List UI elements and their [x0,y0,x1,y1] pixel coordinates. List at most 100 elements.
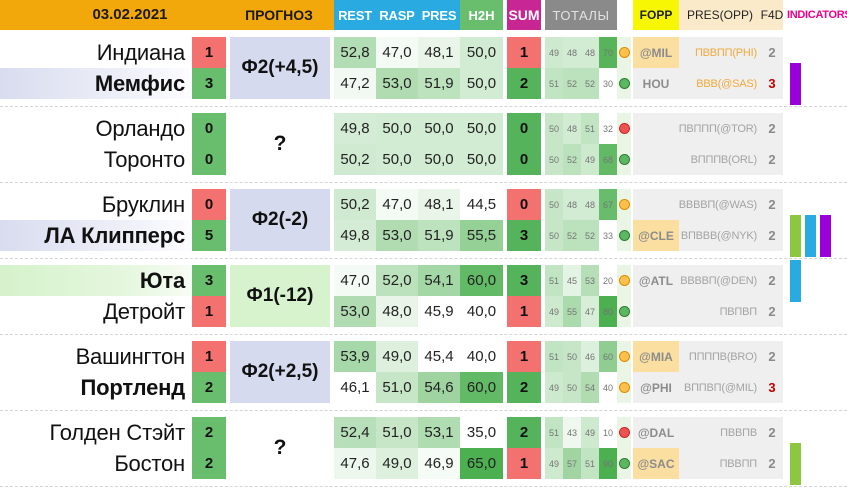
stat-cell-pres[interactable]: 45,4 [418,341,460,372]
sum-cell[interactable]: 3 [507,265,541,296]
stat-cell-pres[interactable]: 53,1 [418,417,460,448]
totals-cell[interactable]: 49 [581,144,599,175]
presopp-cell[interactable]: ВПППВ(ORL) [679,144,761,175]
stat-cell-pres[interactable]: 51,9 [418,220,460,251]
stat-cell-h2h[interactable]: 44,5 [460,189,503,220]
forecast-cell[interactable]: Ф1(-12) [230,265,330,327]
team-name-cell[interactable]: Мемфис [0,68,192,99]
presopp-cell[interactable]: ПВВПП [679,448,761,479]
sum-cell[interactable]: 2 [507,417,541,448]
totals-cell[interactable]: 49 [545,448,563,479]
stat-cell-rest[interactable]: 53,0 [334,296,376,327]
fopp-cell[interactable]: @CLE [633,220,679,251]
stat-cell-rasp[interactable]: 50,0 [376,144,418,175]
sum-cell[interactable]: 1 [507,296,541,327]
forecast-cell[interactable]: Ф2(+4,5) [230,37,330,99]
score-badge[interactable]: 5 [192,220,226,251]
totals-cell[interactable]: 48 [581,37,599,68]
totals-cell[interactable]: 48 [563,189,581,220]
team-name-cell[interactable]: Вашингтон [75,343,186,369]
totals-cell[interactable]: 53 [581,265,599,296]
totals-cell[interactable]: 48 [563,37,581,68]
team-name-cell[interactable]: Детройт [103,298,185,324]
stat-cell-pres[interactable]: 50,0 [418,144,460,175]
stat-cell-h2h[interactable]: 50,0 [460,68,503,99]
totals-cell[interactable]: 52 [581,220,599,251]
stat-cell-h2h[interactable]: 50,0 [460,113,503,144]
sum-cell[interactable]: 0 [507,113,541,144]
stat-cell-rasp[interactable]: 47,0 [376,37,418,68]
stat-cell-h2h[interactable]: 40,0 [460,296,503,327]
score-badge[interactable]: 2 [192,448,226,479]
totals-cell[interactable]: 30 [599,68,617,99]
sum-cell[interactable]: 2 [507,372,541,403]
stat-cell-rest[interactable]: 47,2 [334,68,376,99]
score-badge[interactable]: 1 [192,37,226,68]
presopp-cell[interactable]: ВПВВВ(@NYK) [679,220,761,251]
totals-cell[interactable]: 50 [545,220,563,251]
totals-cell[interactable]: 55 [563,296,581,327]
totals-cell[interactable]: 50 [545,113,563,144]
score-badge[interactable]: 3 [192,265,226,296]
stat-cell-rest[interactable]: 49,8 [334,113,376,144]
fopp-cell[interactable]: @ATL [633,265,679,296]
totals-cell[interactable]: 51 [581,113,599,144]
totals-cell[interactable]: 90 [599,448,617,479]
sum-cell[interactable]: 1 [507,448,541,479]
totals-cell[interactable]: 48 [563,113,581,144]
f4d-cell[interactable]: 2 [761,113,783,144]
totals-cell[interactable]: 51 [545,341,563,372]
stat-cell-rest[interactable]: 53,9 [334,341,376,372]
stat-cell-rasp[interactable]: 53,0 [376,68,418,99]
totals-cell[interactable]: 49 [581,417,599,448]
presopp-cell[interactable]: ВВВВП(@WAS) [679,189,761,220]
totals-cell[interactable]: 46 [581,341,599,372]
score-badge[interactable]: 2 [192,417,226,448]
f4d-cell[interactable]: 2 [761,296,783,327]
team-name-cell[interactable]: Индиана [96,39,186,65]
forecast-cell[interactable]: ? [230,113,330,175]
totals-cell[interactable]: 70 [599,37,617,68]
stat-cell-rasp[interactable]: 49,0 [376,448,418,479]
team-name-cell[interactable]: Портленд [80,374,186,400]
totals-cell[interactable]: 54 [581,372,599,403]
score-badge[interactable]: 0 [192,189,226,220]
sum-cell[interactable]: 0 [507,189,541,220]
sum-cell[interactable]: 1 [507,341,541,372]
f4d-cell[interactable]: 2 [761,189,783,220]
stat-cell-h2h[interactable]: 40,0 [460,341,503,372]
stat-cell-pres[interactable]: 54,6 [418,372,460,403]
f4d-cell[interactable]: 2 [761,37,783,68]
stat-cell-rasp[interactable]: 47,0 [376,189,418,220]
totals-cell[interactable]: 45 [563,265,581,296]
stat-cell-rasp[interactable]: 48,0 [376,296,418,327]
totals-cell[interactable]: 50 [545,189,563,220]
stat-cell-rest[interactable]: 52,8 [334,37,376,68]
forecast-cell[interactable]: Ф2(-2) [230,189,330,251]
totals-cell[interactable]: 47 [581,296,599,327]
totals-cell[interactable]: 49 [545,372,563,403]
stat-cell-h2h[interactable]: 55,5 [460,220,503,251]
sum-cell[interactable]: 0 [507,144,541,175]
f4d-cell[interactable]: 2 [761,448,783,479]
stat-cell-h2h[interactable]: 50,0 [460,37,503,68]
fopp-cell[interactable] [633,189,679,220]
totals-cell[interactable]: 33 [599,220,617,251]
totals-cell[interactable]: 50 [563,341,581,372]
score-badge[interactable]: 0 [192,113,226,144]
stat-cell-pres[interactable]: 51,9 [418,68,460,99]
score-badge[interactable]: 1 [192,341,226,372]
stat-cell-rasp[interactable]: 52,0 [376,265,418,296]
forecast-cell[interactable]: Ф2(+2,5) [230,341,330,403]
presopp-cell[interactable]: ВВВВП(@DEN) [679,265,761,296]
stat-cell-rest[interactable]: 52,4 [334,417,376,448]
fopp-cell[interactable] [633,144,679,175]
totals-cell[interactable]: 49 [545,37,563,68]
presopp-cell[interactable]: ПВВПП(PHI) [679,37,761,68]
team-name-cell[interactable]: Голден Стэйт [49,419,185,445]
fopp-cell[interactable] [633,296,679,327]
totals-cell[interactable]: 67 [599,189,617,220]
totals-cell[interactable]: 48 [581,189,599,220]
totals-cell[interactable]: 50 [545,144,563,175]
totals-cell[interactable]: 40 [599,372,617,403]
